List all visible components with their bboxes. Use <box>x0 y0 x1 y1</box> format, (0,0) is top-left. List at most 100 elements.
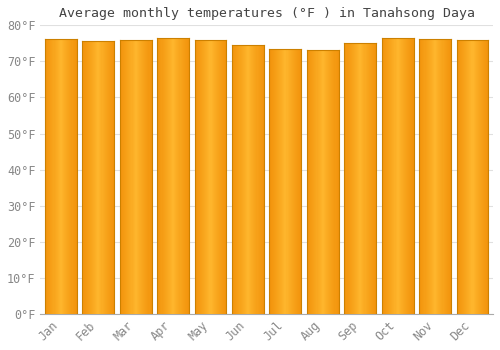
Bar <box>224 40 226 314</box>
Bar <box>357 43 358 314</box>
Bar <box>132 40 134 314</box>
Bar <box>297 49 298 314</box>
Bar <box>96 41 97 314</box>
Bar <box>374 43 375 314</box>
Bar <box>479 40 480 314</box>
Bar <box>474 40 476 314</box>
Bar <box>136 40 137 314</box>
Bar <box>420 39 422 314</box>
Bar <box>150 40 152 314</box>
Bar <box>168 38 169 314</box>
Bar <box>327 50 328 314</box>
Bar <box>157 38 158 314</box>
Bar <box>373 43 374 314</box>
Bar <box>52 39 54 314</box>
Bar <box>54 39 56 314</box>
Bar <box>386 38 387 314</box>
Bar <box>371 43 372 314</box>
Bar <box>311 50 312 314</box>
Bar <box>275 49 276 314</box>
Bar <box>90 41 91 314</box>
Bar <box>48 39 49 314</box>
Bar <box>406 38 407 314</box>
Bar <box>318 50 320 314</box>
Bar <box>292 49 293 314</box>
Bar <box>270 49 272 314</box>
Bar <box>217 40 218 314</box>
Bar <box>354 43 355 314</box>
Bar <box>122 40 123 314</box>
Bar <box>121 40 122 314</box>
Bar <box>164 38 166 314</box>
Bar <box>355 43 356 314</box>
Bar <box>263 45 264 314</box>
Bar <box>185 38 186 314</box>
Bar <box>232 45 233 314</box>
Bar <box>258 45 260 314</box>
Bar <box>221 40 222 314</box>
Bar <box>140 40 141 314</box>
Bar <box>98 41 100 314</box>
Bar <box>392 38 394 314</box>
Bar <box>187 38 188 314</box>
Bar <box>76 39 77 314</box>
Bar <box>282 49 284 314</box>
Bar <box>111 41 112 314</box>
Bar <box>142 40 143 314</box>
Bar <box>458 40 460 314</box>
Bar <box>353 43 354 314</box>
Bar <box>358 43 359 314</box>
Bar <box>330 50 332 314</box>
Bar <box>300 49 302 314</box>
Bar <box>428 39 430 314</box>
Bar <box>382 38 383 314</box>
Bar <box>400 38 401 314</box>
Bar <box>407 38 408 314</box>
Bar <box>109 41 110 314</box>
Bar <box>438 39 440 314</box>
Bar <box>387 38 388 314</box>
Bar <box>322 50 323 314</box>
Bar <box>256 45 258 314</box>
Bar <box>444 39 446 314</box>
Bar <box>299 49 300 314</box>
Bar <box>124 40 125 314</box>
Bar <box>486 40 488 314</box>
Bar <box>208 40 210 314</box>
Bar <box>480 40 481 314</box>
Bar <box>247 45 248 314</box>
Bar <box>235 45 236 314</box>
Bar <box>68 39 70 314</box>
Bar <box>368 43 370 314</box>
Bar <box>465 40 466 314</box>
Bar <box>405 38 406 314</box>
Bar <box>422 39 424 314</box>
Bar <box>484 40 485 314</box>
Bar <box>47 39 48 314</box>
Bar <box>254 45 256 314</box>
Bar <box>46 39 47 314</box>
Bar <box>328 50 329 314</box>
Bar <box>158 38 160 314</box>
Bar <box>316 50 318 314</box>
Bar <box>104 41 106 314</box>
Bar <box>483 40 484 314</box>
Bar <box>434 39 435 314</box>
Bar <box>203 40 204 314</box>
Bar <box>448 39 449 314</box>
Bar <box>250 45 251 314</box>
Bar <box>320 50 322 314</box>
Bar <box>128 40 130 314</box>
Bar <box>212 40 214 314</box>
Bar <box>288 49 290 314</box>
Bar <box>188 38 189 314</box>
Bar <box>435 39 436 314</box>
Bar <box>49 39 50 314</box>
Bar <box>186 38 187 314</box>
Bar <box>216 40 217 314</box>
Bar <box>137 40 138 314</box>
Bar <box>65 39 66 314</box>
Bar <box>360 43 362 314</box>
Bar <box>251 45 252 314</box>
Bar <box>464 40 465 314</box>
